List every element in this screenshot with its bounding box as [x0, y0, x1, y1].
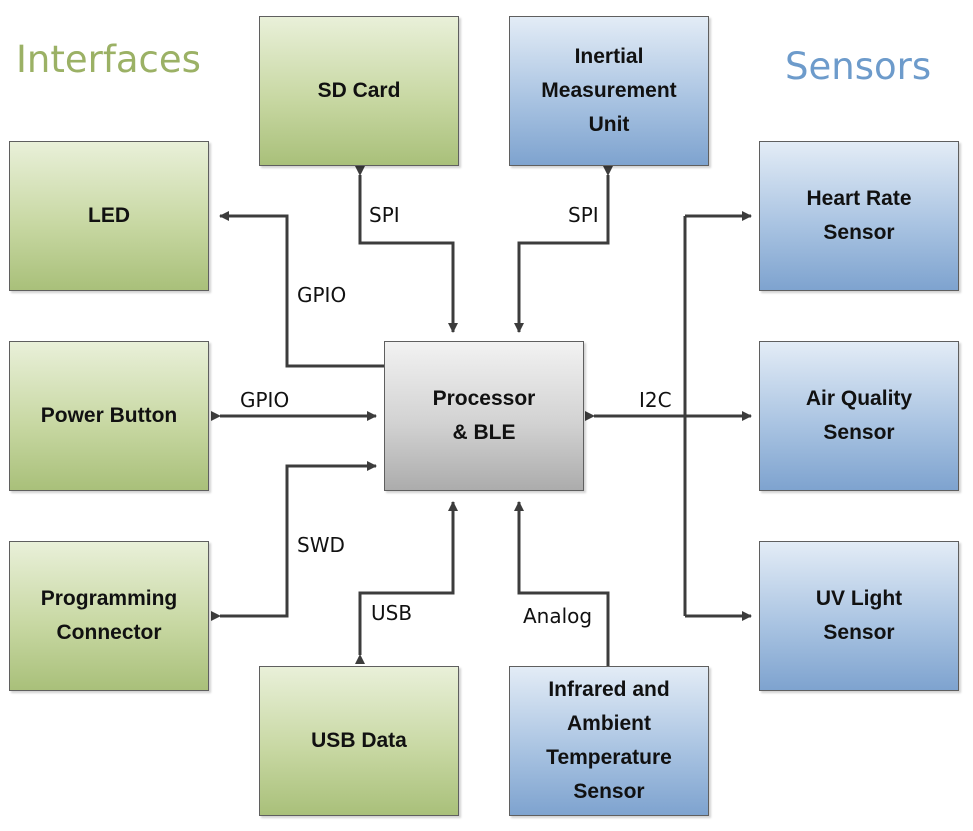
heart-rate-sensor-box: Heart Rate Sensor	[759, 141, 959, 291]
processor-ble-box: Processor & BLE	[384, 341, 584, 491]
usb-link	[355, 501, 458, 664]
imu-box: Inertial Measurement Unit	[509, 16, 709, 166]
usb-label: USB	[371, 601, 413, 625]
usb-data-box: USB Data	[259, 666, 459, 816]
air-quality-sensor-box: Air Quality Sensor	[759, 341, 959, 491]
gpio-led-link	[219, 211, 385, 368]
interfaces-heading: Interfaces	[16, 38, 201, 81]
swd-label: SWD	[297, 533, 345, 557]
sd-card-box: SD Card	[259, 16, 459, 166]
led-box: LED	[9, 141, 209, 291]
programming-connector-box: Programming Connector	[9, 541, 209, 691]
uv-light-sensor-box: UV Light Sensor	[759, 541, 959, 691]
analog-link	[514, 501, 610, 666]
power-button-box: Power Button	[9, 341, 209, 491]
ir-temp-sensor-box: Infrared and Ambient Temperature Sensor	[509, 666, 709, 816]
swd-link	[211, 461, 377, 621]
spi-sd-link	[355, 166, 458, 333]
sensors-heading: Sensors	[785, 45, 932, 88]
spi-imu-link	[514, 166, 613, 333]
gpio-button-label: GPIO	[240, 388, 290, 412]
analog-label: Analog	[523, 604, 593, 628]
gpio-led-label: GPIO	[297, 283, 347, 307]
spi-sd-label: SPI	[369, 203, 400, 227]
spi-imu-label: SPI	[568, 203, 599, 227]
i2c-label: I2C	[639, 388, 672, 412]
